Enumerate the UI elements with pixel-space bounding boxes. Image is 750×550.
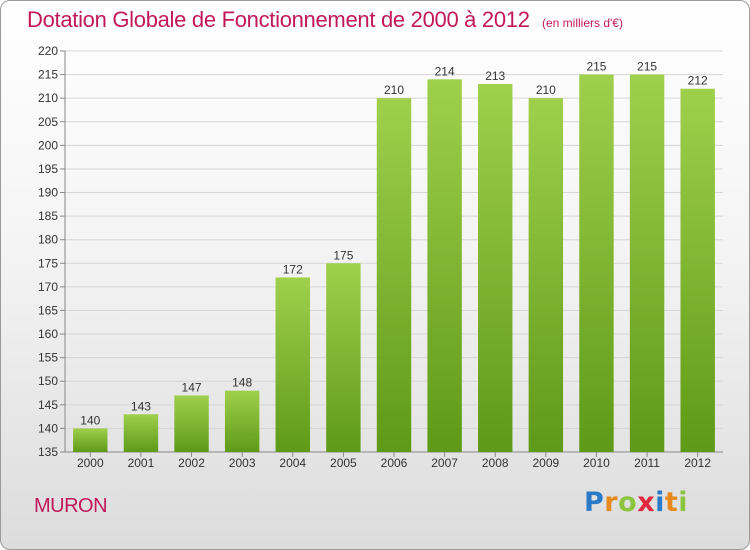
y-tick-label: 145 (38, 398, 58, 412)
x-tick-label-2008: 2008 (482, 456, 509, 470)
bar-2012 (680, 88, 715, 452)
data-label-2008: 213 (485, 69, 505, 83)
x-tick-label-2004: 2004 (279, 456, 306, 470)
logo-letter: x (637, 487, 656, 518)
data-label-2011: 215 (637, 60, 657, 74)
bar-2009 (528, 98, 564, 453)
x-tick-label-2001: 2001 (128, 456, 155, 470)
data-label-2001: 143 (131, 399, 151, 413)
bar-2005 (326, 263, 361, 452)
x-tick-label-2006: 2006 (381, 456, 408, 470)
bar-2002 (174, 395, 209, 452)
data-label-2007: 214 (435, 64, 455, 78)
bar-2008 (478, 84, 513, 452)
data-label-2005: 175 (333, 248, 353, 262)
y-tick-label: 140 (38, 421, 58, 435)
bar-2004 (275, 277, 310, 452)
data-labels: 140 143 147 148 172 175 210 214 213 210 215 215 212 (80, 60, 708, 428)
data-label-2004: 172 (283, 262, 303, 276)
y-tick-label: 180 (38, 233, 58, 247)
y-tick-label: 190 (38, 186, 58, 200)
y-tick-label: 165 (38, 303, 58, 317)
logo-letter: P (584, 487, 605, 518)
bars (73, 74, 715, 453)
y-tick-label: 195 (38, 162, 58, 176)
data-label-2009: 210 (536, 83, 556, 97)
x-tick-label-2007: 2007 (431, 456, 458, 470)
commune-name: MURON (34, 495, 108, 517)
chart-title: Dotation Globale de Fonctionnement de 20… (27, 7, 530, 32)
x-tick-label-2011: 2011 (634, 456, 660, 470)
proxiti-logo: Proxiti (584, 487, 688, 518)
logo-letter: i (678, 487, 689, 518)
x-tick-label-2003: 2003 (229, 456, 256, 470)
y-tick-label: 135 (38, 445, 58, 459)
data-label-2012: 212 (688, 74, 708, 88)
bar-2007 (427, 79, 462, 453)
x-tick-label-2012: 2012 (684, 456, 711, 470)
y-tick-label: 200 (38, 138, 58, 152)
y-tick-label: 205 (38, 115, 58, 129)
logo-letter: t (664, 487, 679, 518)
x-tick-labels: 2000 2001 2002 2003 2004 2005 2006 2007 2008 2009… (77, 456, 711, 470)
x-tick-label-2002: 2002 (178, 456, 205, 470)
bar-2006 (376, 98, 412, 453)
chart-unit: (en milliers d'€) (542, 16, 623, 30)
y-tick-label: 175 (38, 256, 58, 270)
logo-letter: i (655, 487, 665, 518)
data-label-2002: 147 (182, 380, 202, 394)
x-tick-label-2005: 2005 (330, 456, 357, 470)
logo-letter: r (604, 487, 619, 518)
y-tick-label: 185 (38, 209, 58, 223)
logo-letter: o (618, 487, 638, 518)
bar-2003 (224, 390, 260, 452)
data-label-2003: 148 (232, 376, 252, 390)
y-tick-label: 150 (38, 374, 58, 388)
y-tick-labels: 135 140 145 150 155 160 165 170 175 180 185 190 195 2… (38, 44, 58, 459)
y-tick-label: 210 (38, 91, 58, 105)
data-label-2010: 215 (586, 60, 606, 74)
y-tick-label: 155 (38, 351, 58, 365)
y-tick-label: 160 (38, 327, 58, 341)
bar-2010 (579, 74, 614, 453)
y-tick-label: 170 (38, 280, 58, 294)
bar-2000 (73, 428, 108, 452)
x-tick-label-2009: 2009 (532, 456, 559, 470)
y-tick-label: 215 (38, 68, 58, 82)
x-tick-label-2000: 2000 (77, 456, 104, 470)
bar-2001 (123, 414, 159, 452)
y-tick-label: 220 (38, 44, 58, 58)
data-label-2000: 140 (80, 413, 100, 427)
data-label-2006: 210 (384, 83, 404, 97)
x-tick-label-2010: 2010 (583, 456, 610, 470)
bar-2011 (629, 74, 665, 453)
